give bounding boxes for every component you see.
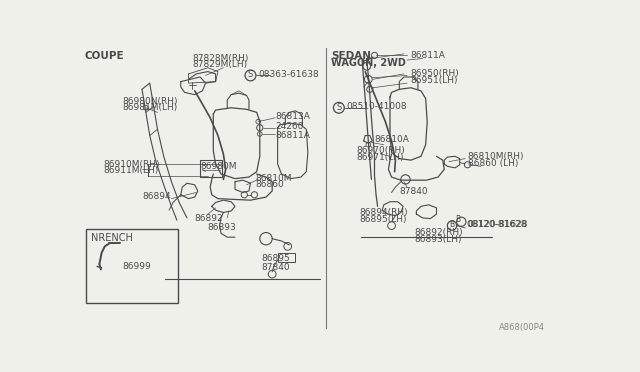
Text: 86810M(RH): 86810M(RH) (467, 153, 524, 161)
Text: 86970(RH): 86970(RH) (356, 146, 405, 155)
Text: 87829M(LH): 87829M(LH) (193, 60, 248, 69)
Text: 08510-41008: 08510-41008 (347, 102, 407, 111)
Text: 87840: 87840 (399, 187, 428, 196)
Text: B: B (449, 220, 454, 229)
Text: 86860: 86860 (255, 180, 284, 189)
Text: S: S (247, 70, 252, 79)
Text: 24260: 24260 (275, 122, 303, 131)
Text: A868(00P4: A868(00P4 (499, 323, 545, 332)
Text: 86971(LH): 86971(LH) (356, 153, 404, 162)
Text: NRENCH: NRENCH (91, 232, 132, 243)
Bar (200, 160, 222, 177)
Text: 86951(LH): 86951(LH) (410, 76, 458, 85)
Text: 86895: 86895 (261, 254, 290, 263)
Text: SEDAN: SEDAN (331, 51, 371, 61)
Text: 86892(RH): 86892(RH) (415, 228, 463, 237)
Text: 86894: 86894 (142, 192, 171, 202)
Text: 08120-81628: 08120-81628 (467, 220, 527, 229)
Text: 86895(LH): 86895(LH) (359, 215, 406, 224)
Text: 86910M(RH): 86910M(RH) (103, 160, 160, 169)
Text: 86980M: 86980M (200, 162, 237, 171)
Text: 86893(LH): 86893(LH) (415, 235, 462, 244)
Text: 86894(RH): 86894(RH) (359, 208, 408, 217)
Text: 08363-61638: 08363-61638 (259, 70, 319, 79)
Text: 08120-81628: 08120-81628 (467, 220, 528, 229)
Text: 86810A: 86810A (374, 135, 410, 144)
Text: S: S (336, 103, 342, 112)
Text: 86810M: 86810M (255, 174, 292, 183)
Text: 86811A: 86811A (410, 51, 445, 60)
Text: 86980N(RH): 86980N(RH) (123, 97, 178, 106)
Text: 86950(RH): 86950(RH) (410, 69, 459, 78)
Bar (86, 230, 178, 302)
Bar (278, 253, 294, 262)
Text: 86999: 86999 (123, 262, 152, 271)
Text: 87828M(RH): 87828M(RH) (193, 54, 249, 63)
Text: 87840: 87840 (261, 263, 290, 272)
Text: 86981M(LH): 86981M(LH) (123, 103, 178, 112)
Text: 86893: 86893 (208, 223, 237, 232)
Text: COUPE: COUPE (84, 51, 124, 61)
Text: 86860 (LH): 86860 (LH) (467, 159, 518, 169)
Text: WAGON, 2WD: WAGON, 2WD (331, 58, 406, 68)
Text: B: B (455, 215, 460, 224)
Text: 86911M(LH): 86911M(LH) (103, 166, 159, 175)
Text: 86892: 86892 (195, 214, 223, 223)
Text: 86813A: 86813A (275, 112, 310, 121)
Text: 86811A: 86811A (275, 131, 310, 140)
